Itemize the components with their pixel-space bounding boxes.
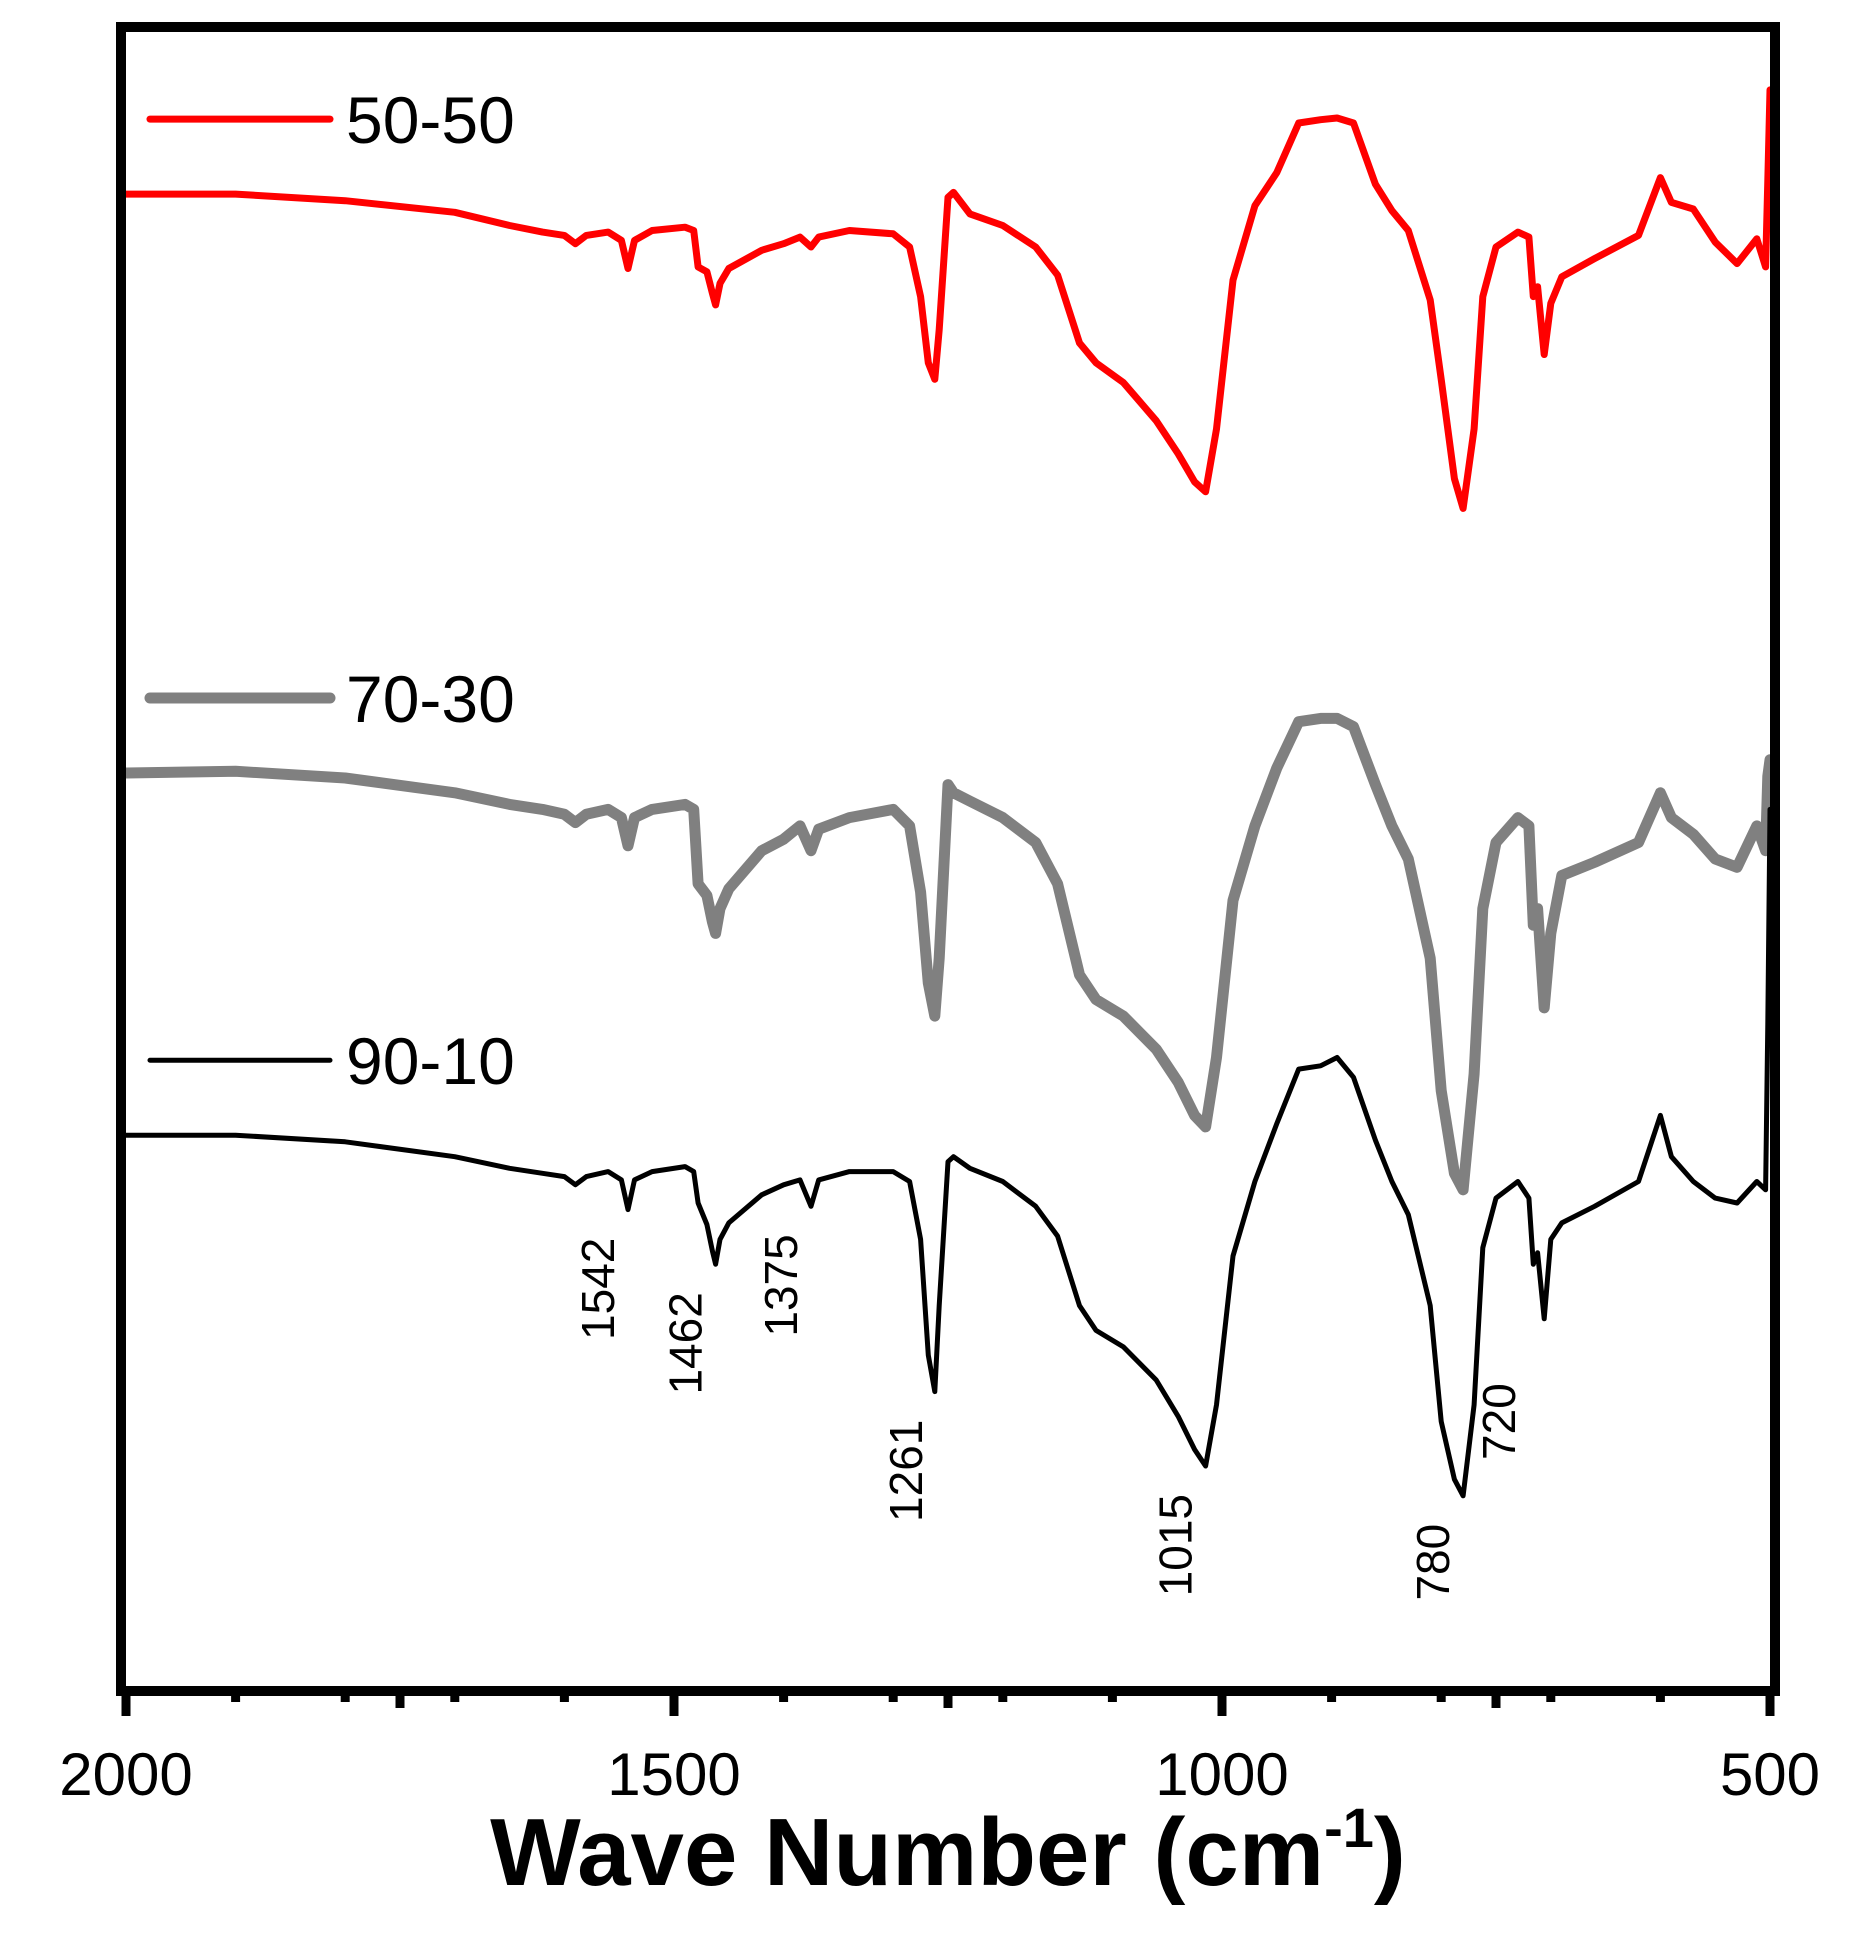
peak-label-1375: 1375	[755, 1234, 807, 1336]
x-axis-title: Wave Number (cm-1)	[490, 1796, 1406, 1906]
series-line-70-30	[120, 712, 1776, 1196]
peak-label-1261: 1261	[880, 1420, 932, 1522]
peak-label-780: 780	[1407, 1524, 1459, 1601]
series-line-90-10	[123, 806, 1773, 1499]
x-tick-label-500: 500	[1720, 1741, 1820, 1808]
plot-frame	[116, 22, 1780, 1696]
legend: 50-50 70-30 90-10	[144, 83, 515, 1098]
peak-label-1462: 1462	[660, 1292, 712, 1394]
x-tick-label-1000: 1000	[1155, 1741, 1288, 1808]
peak-label-720: 720	[1473, 1383, 1525, 1460]
x-axis: 2000 1500 1000 500	[59, 1686, 1820, 1808]
x-tick-label-2000: 2000	[59, 1741, 192, 1808]
legend-label-90-10: 90-10	[346, 1024, 515, 1098]
x-tick-label-1500: 1500	[607, 1741, 740, 1808]
series-line-50-50	[122, 86, 1774, 512]
series-layer	[120, 86, 1776, 1499]
peak-label-1015: 1015	[1150, 1494, 1202, 1596]
legend-label-70-30: 70-30	[346, 662, 515, 736]
legend-label-50-50: 50-50	[346, 83, 515, 157]
peak-annotations: 1542 1462 1375 1261 1015 780 720	[572, 1234, 1525, 1600]
peak-label-1542: 1542	[572, 1238, 624, 1340]
